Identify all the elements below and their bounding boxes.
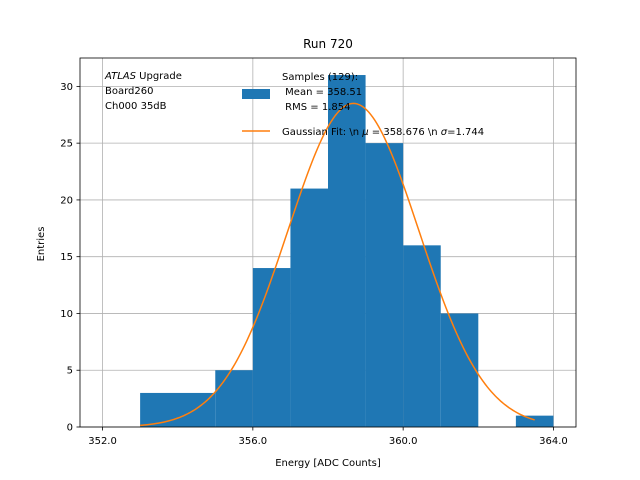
histogram-bars [140,75,554,428]
y-tick-label-2: 10 [60,309,73,320]
histogram-bar-0 [140,392,216,427]
axis-ticks: 352.0 356.0 360.0 364.0 0 5 10 15 20 25 30 [60,82,568,447]
annotation-line-0: ATLAS Upgrade [104,71,182,82]
legend-fit-label: Gaussian Fit: \n μ = 358.676 \n σ=1.744 [282,127,484,138]
x-tick-label-3: 364.0 [539,436,568,447]
legend-samples-line-2: RMS = 1.854 [282,102,350,113]
histogram-bar-4 [328,75,366,428]
x-tick-label-0: 352.0 [88,436,117,447]
histogram-bar-6 [403,245,441,427]
y-tick-label-0: 0 [67,423,73,434]
atlas-annotation: ATLAS Upgrade Board260 Ch000 35dB [104,71,182,112]
histogram-bar-1 [215,370,253,427]
annotation-line-2: Ch000 35dB [105,101,167,112]
y-tick-label-5: 25 [60,139,73,150]
legend: Samples (129): Mean = 358.51 RMS = 1.854… [242,72,484,138]
x-axis-label: Energy [ADC Counts] [275,458,381,469]
y-tick-label-3: 15 [60,252,73,263]
y-tick-label-1: 5 [67,366,73,377]
histogram-bar-9 [515,415,554,427]
x-tick-label-2: 360.0 [389,436,418,447]
gaussian-fit [140,102,535,427]
y-tick-label-6: 30 [60,82,73,93]
histogram-bar-3 [290,188,328,427]
histogram-bar-5 [365,143,404,427]
plot-frame [79,57,577,428]
gaussian-fit-curve [140,102,535,427]
histogram-bar-7 [440,313,479,427]
y-axis-label: Entries [36,227,47,262]
axes-frame [79,57,577,428]
legend-samples-line-0: Samples (129): [282,72,358,83]
histogram-bar-2 [252,268,291,427]
x-tick-label-1: 356.0 [239,436,268,447]
annotation-line-1: Board260 [105,86,153,97]
chart-title: Run 720 [303,37,353,51]
y-tick-label-4: 20 [60,195,73,206]
legend-samples-patch [242,89,270,99]
legend-samples-line-1: Mean = 358.51 [282,87,362,98]
